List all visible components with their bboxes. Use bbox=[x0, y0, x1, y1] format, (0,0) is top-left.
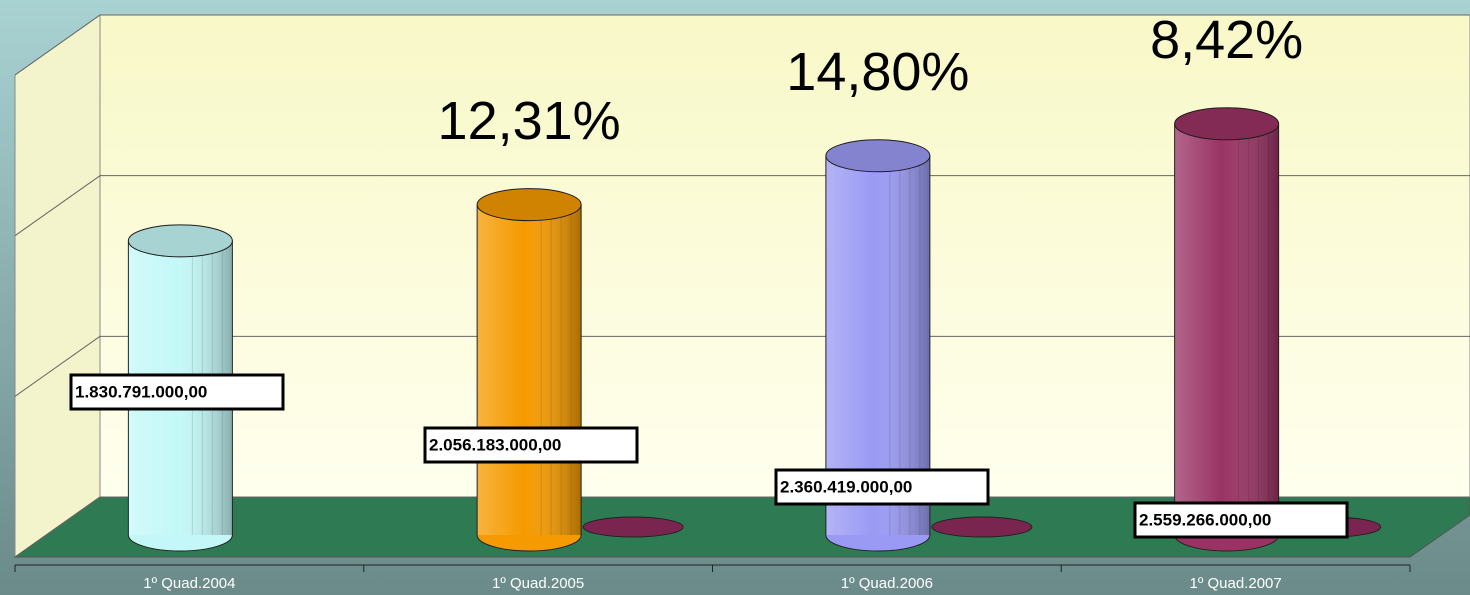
growth-label: 14,80% bbox=[786, 42, 969, 102]
value-label: 2.559.266.000,00 bbox=[1139, 510, 1271, 529]
growth-label: 8,42% bbox=[1150, 10, 1303, 70]
cylinder-top bbox=[127, 224, 233, 258]
grid-line bbox=[14, 496, 101, 558]
value-label-box bbox=[774, 468, 990, 506]
value-label: 1.830.791.000,00 bbox=[75, 382, 207, 401]
bar-shade bbox=[477, 204, 582, 535]
cylinder bbox=[1174, 107, 1280, 552]
x-tick-label: 1º Quad.2005 bbox=[492, 575, 584, 592]
grid-line bbox=[14, 335, 101, 397]
cylinder-top bbox=[1174, 107, 1280, 141]
x-tick-label: 1º Quad.2004 bbox=[143, 575, 235, 592]
bar-shade bbox=[1174, 123, 1279, 535]
value-label-box bbox=[1133, 501, 1349, 539]
grid-line bbox=[14, 14, 101, 76]
x-tick-label: 1º Quad.2007 bbox=[1190, 575, 1282, 592]
value-label-box bbox=[423, 426, 639, 464]
value-label: 2.056.183.000,00 bbox=[429, 435, 561, 454]
floor-marker bbox=[931, 516, 1033, 538]
value-label-box bbox=[69, 373, 285, 411]
floor-marker bbox=[582, 516, 684, 538]
cylinder-top bbox=[825, 139, 931, 173]
x-tick-label: 1º Quad.2006 bbox=[841, 575, 933, 592]
cylinder-top bbox=[476, 188, 582, 222]
growth-label: 12,31% bbox=[438, 91, 621, 151]
value-label: 2.360.419.000,00 bbox=[780, 477, 912, 496]
grid-line bbox=[14, 175, 101, 237]
cylinder bbox=[476, 188, 582, 552]
side-wall bbox=[14, 14, 101, 558]
